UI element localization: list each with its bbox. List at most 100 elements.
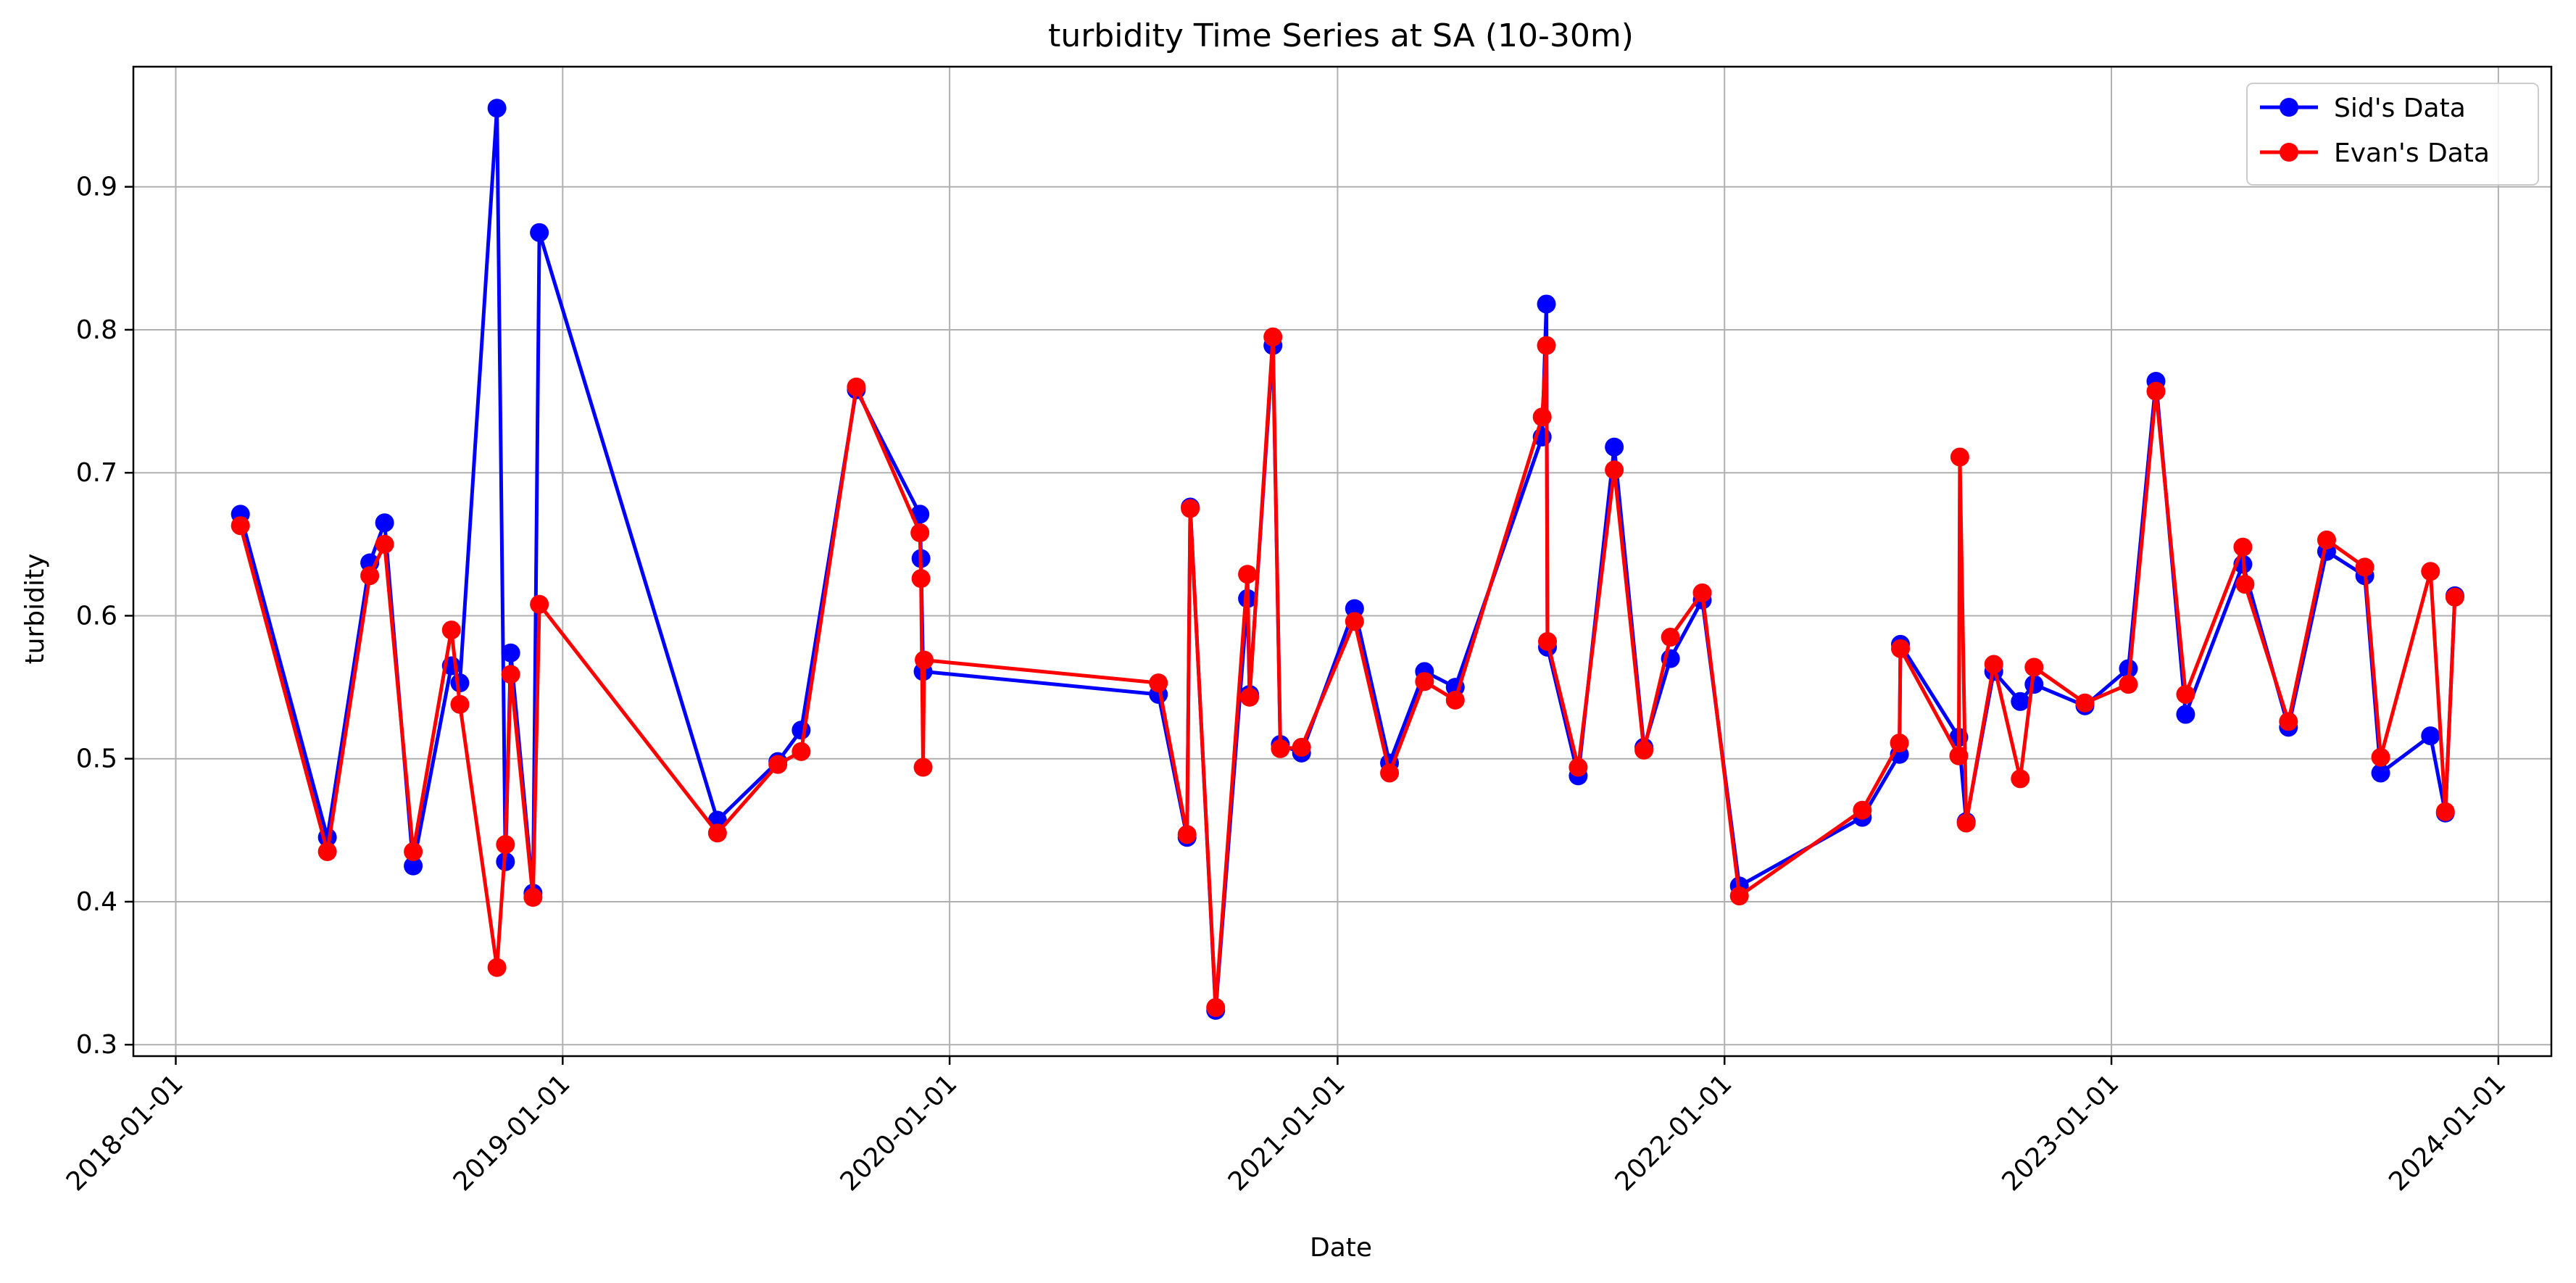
data-point-evan-s-data xyxy=(501,665,520,684)
data-point-evan-s-data xyxy=(360,566,380,586)
plot-frame xyxy=(132,65,2553,1058)
x-axis-label: Date xyxy=(1310,1233,1372,1263)
data-point-evan-s-data xyxy=(2371,747,2390,767)
data-point-evan-s-data xyxy=(2075,693,2095,713)
data-point-evan-s-data xyxy=(1890,734,1909,753)
data-point-evan-s-data xyxy=(1537,336,1556,355)
data-point-sid-s-data xyxy=(2371,763,2390,783)
data-point-evan-s-data xyxy=(768,755,788,774)
data-point-evan-s-data xyxy=(1949,746,1969,765)
data-point-evan-s-data xyxy=(2119,675,2138,694)
data-point-sid-s-data xyxy=(2176,705,2195,724)
data-point-sid-s-data xyxy=(530,223,549,242)
data-point-evan-s-data xyxy=(792,742,811,761)
data-point-evan-s-data xyxy=(450,694,470,714)
data-point-evan-s-data xyxy=(1891,639,1911,658)
data-point-sid-s-data xyxy=(792,721,811,740)
data-point-evan-s-data xyxy=(1345,612,1364,631)
data-point-evan-s-data xyxy=(2235,575,2255,594)
legend-label-sids-data: Sid's Data xyxy=(2334,94,2466,123)
data-point-sid-s-data xyxy=(1537,294,1556,314)
data-point-evan-s-data xyxy=(317,842,337,861)
y-tick-label: 0.6 xyxy=(76,601,117,631)
data-point-evan-s-data xyxy=(2317,530,2336,549)
data-point-evan-s-data xyxy=(1605,460,1624,480)
data-point-evan-s-data xyxy=(913,757,933,777)
legend-label-evans-data: Evan's Data xyxy=(2334,138,2490,168)
series-evan-s-data xyxy=(230,327,2464,1017)
data-point-sid-s-data xyxy=(501,643,520,663)
data-point-evan-s-data xyxy=(1956,813,1976,833)
data-point-evan-s-data xyxy=(707,823,727,843)
data-point-evan-s-data xyxy=(1692,583,1712,602)
y-tick-label: 0.8 xyxy=(76,315,117,345)
data-point-evan-s-data xyxy=(2146,381,2166,401)
data-point-evan-s-data xyxy=(1380,763,1400,783)
data-point-evan-s-data xyxy=(1853,800,1872,820)
data-point-evan-s-data xyxy=(530,594,549,614)
data-point-evan-s-data xyxy=(1538,631,1557,651)
data-point-evan-s-data xyxy=(1415,672,1434,692)
data-point-evan-s-data xyxy=(2445,587,2464,607)
data-point-evan-s-data xyxy=(230,516,250,536)
data-point-sid-s-data xyxy=(375,513,394,533)
data-point-evan-s-data xyxy=(1206,997,1226,1017)
data-point-evan-s-data xyxy=(1149,673,1168,693)
data-point-sid-s-data xyxy=(2011,692,2030,711)
data-point-evan-s-data xyxy=(2279,712,2298,731)
legend: Sid's Data Evan's Data xyxy=(2246,83,2539,186)
data-point-sid-s-data xyxy=(1345,599,1364,618)
y-tick-label: 0.5 xyxy=(76,744,117,774)
data-point-evan-s-data xyxy=(910,523,930,543)
data-point-evan-s-data xyxy=(1238,565,1258,584)
data-point-evan-s-data xyxy=(1181,499,1200,518)
data-point-evan-s-data xyxy=(1532,407,1552,427)
data-point-evan-s-data xyxy=(1445,690,1465,710)
y-tick-label: 0.9 xyxy=(76,173,117,202)
data-point-sid-s-data xyxy=(487,99,507,118)
data-point-evan-s-data xyxy=(404,842,423,861)
data-point-evan-s-data xyxy=(1263,327,1283,346)
data-point-evan-s-data xyxy=(375,534,394,554)
data-point-evan-s-data xyxy=(847,377,866,396)
series-line-evan-s-data xyxy=(238,335,2457,1010)
data-point-evan-s-data xyxy=(487,958,507,977)
chart-title: turbidity Time Series at SA (10-30m) xyxy=(1048,17,1634,54)
data-point-evan-s-data xyxy=(1292,737,1311,757)
data-point-evan-s-data xyxy=(2176,684,2195,704)
y-tick-label: 0.3 xyxy=(76,1030,117,1060)
data-point-evan-s-data xyxy=(1661,628,1680,647)
data-point-sid-s-data xyxy=(1605,437,1624,457)
data-point-evan-s-data xyxy=(2011,769,2030,789)
data-point-evan-s-data xyxy=(2421,562,2440,581)
data-point-evan-s-data xyxy=(496,835,515,855)
data-point-evan-s-data xyxy=(1634,740,1654,760)
data-point-evan-s-data xyxy=(1569,757,1588,777)
data-point-evan-s-data xyxy=(441,620,461,640)
data-point-evan-s-data xyxy=(911,569,931,589)
legend-box xyxy=(2246,83,2539,186)
y-tick-label: 0.7 xyxy=(76,458,117,488)
y-tick-label: 0.4 xyxy=(76,887,117,917)
data-point-sid-s-data xyxy=(2024,675,2044,694)
legend-marker-evans-data xyxy=(2280,143,2298,162)
series-layer xyxy=(230,99,2464,1020)
data-point-evan-s-data xyxy=(1984,655,2003,674)
legend-marker-sids-data xyxy=(2280,98,2298,117)
data-point-evan-s-data xyxy=(1950,447,1969,467)
data-point-evan-s-data xyxy=(2233,537,2253,557)
data-point-evan-s-data xyxy=(2355,557,2375,577)
data-point-sid-s-data xyxy=(404,856,423,876)
data-point-evan-s-data xyxy=(1240,687,1260,707)
data-point-evan-s-data xyxy=(1729,887,1749,906)
data-point-evan-s-data xyxy=(915,650,934,670)
y-axis-label: turbidity xyxy=(20,554,50,665)
data-point-evan-s-data xyxy=(523,888,543,908)
data-point-evan-s-data xyxy=(2024,657,2044,677)
data-point-evan-s-data xyxy=(1177,825,1197,844)
data-point-evan-s-data xyxy=(2435,802,2455,821)
data-point-sid-s-data xyxy=(2421,726,2440,746)
data-point-evan-s-data xyxy=(1271,739,1290,758)
